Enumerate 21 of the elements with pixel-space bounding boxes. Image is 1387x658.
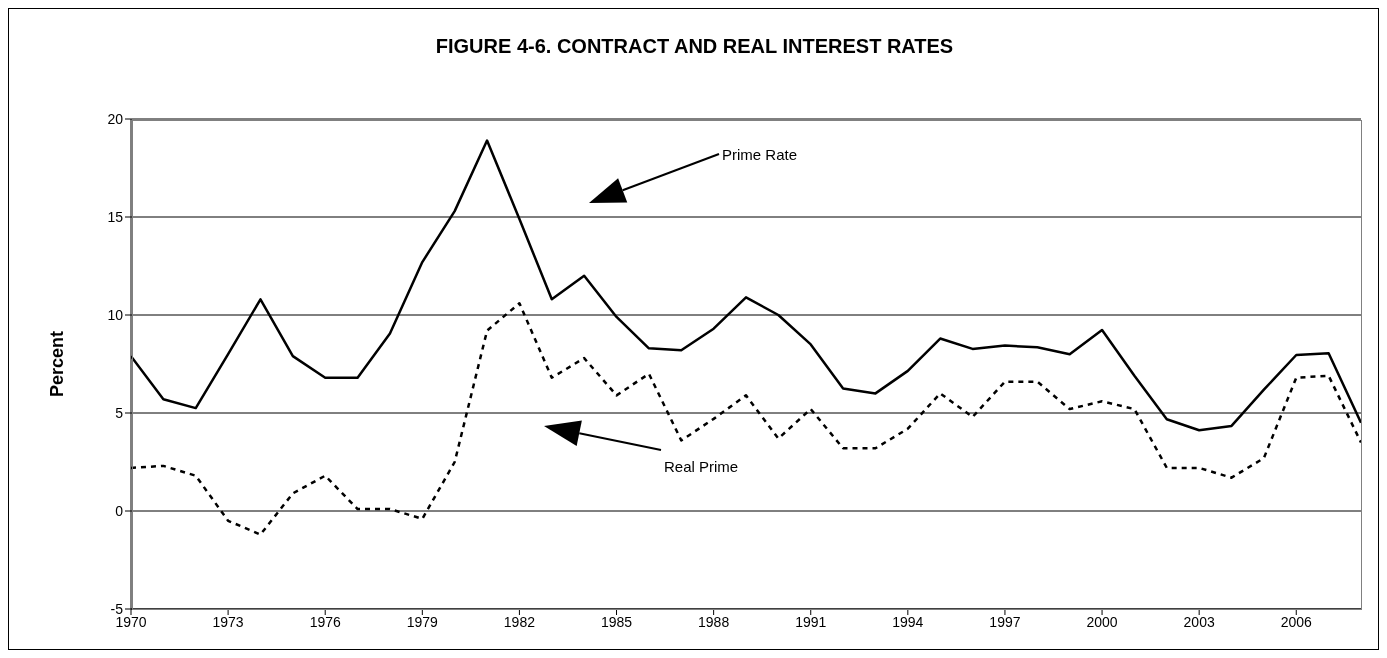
x-tick-label: 1991 <box>795 613 827 630</box>
x-tick-label: 1979 <box>406 613 439 630</box>
y-axis-title: Percent <box>47 330 68 398</box>
x-tick-label: 2000 <box>1086 613 1118 630</box>
annotation: Real Prime <box>664 457 739 475</box>
x-tick-label: 1988 <box>698 613 730 630</box>
y-tick-label: 5 <box>115 404 124 421</box>
x-tick-label: 1994 <box>892 613 924 630</box>
x-tick-label: 1973 <box>212 613 244 630</box>
x-tick-label: 1982 <box>503 613 536 630</box>
chart-title: FIGURE 4-6. CONTRACT AND REAL INTEREST RATES <box>434 35 955 58</box>
y-tick-label: 10 <box>107 306 124 323</box>
x-tick-label: 1976 <box>309 613 341 630</box>
x-tick-label: 2003 <box>1183 613 1215 630</box>
x-tick-label: 2006 <box>1280 613 1313 630</box>
y-tick-label: 15 <box>107 208 124 225</box>
x-tick-label: 1985 <box>600 613 633 630</box>
annotation: Prime Rate <box>722 145 798 163</box>
y-tick-label: 20 <box>107 110 124 127</box>
x-tick-label: 1997 <box>989 613 1021 630</box>
y-tick-label: 0 <box>115 502 124 519</box>
